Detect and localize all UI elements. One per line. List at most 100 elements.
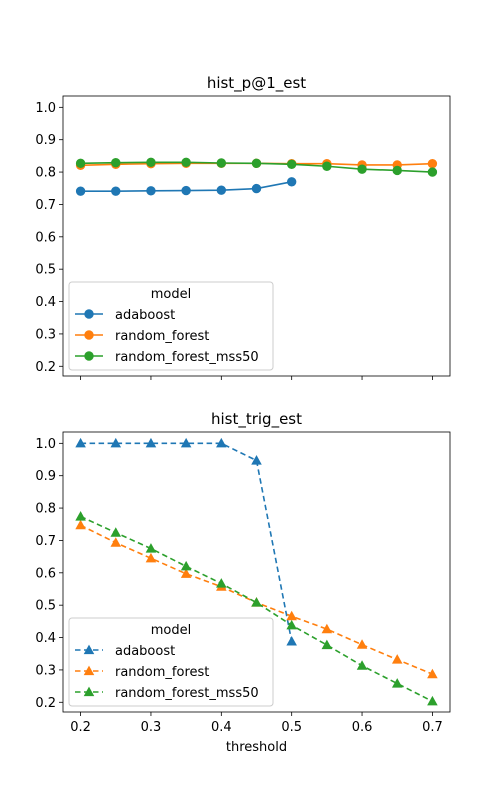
x-tick-label: 0.4	[211, 720, 232, 735]
data-point	[286, 177, 297, 187]
data-point	[111, 157, 121, 168]
data-point	[110, 527, 122, 537]
data-point	[180, 437, 192, 448]
chart-panel-1: hist_p@1_est 0.2 0.3 0.4 0.5 0.6 0.7 0.8 0.9 1.0 m…	[35, 74, 451, 380]
x-tick-label: 0.2	[70, 720, 91, 735]
series-adaboost	[75, 177, 297, 196]
data-point	[391, 654, 403, 664]
y-tick-label: 0.8	[35, 166, 56, 181]
x-tick-label: 0.3	[141, 720, 162, 735]
data-point	[145, 543, 157, 553]
data-point	[75, 519, 86, 530]
data-point	[75, 186, 86, 196]
x-axis-label: threshold	[226, 740, 287, 755]
legend-label: random_forest	[115, 665, 209, 680]
y-tick-label: 0.3	[35, 663, 56, 678]
x-tick-label: 0.7	[422, 720, 443, 735]
data-point	[286, 619, 297, 630]
legend-label: random_forest_mss50	[115, 350, 259, 365]
legend-marker	[84, 330, 94, 340]
data-point	[251, 158, 262, 169]
series-adaboost	[75, 437, 297, 646]
data-point	[251, 455, 262, 465]
data-point	[75, 437, 86, 448]
data-point	[391, 678, 403, 688]
data-point	[181, 157, 191, 168]
legend-marker	[84, 309, 94, 319]
x-tick-label: 0.5	[281, 720, 302, 735]
legend-title: model	[151, 623, 191, 638]
data-point	[251, 183, 262, 194]
plot-frame	[62, 431, 451, 713]
chart-title: hist_p@1_est	[207, 74, 306, 93]
data-point	[216, 437, 227, 448]
legend-label: random_forest_mss50	[115, 686, 259, 701]
data-point	[321, 623, 333, 634]
data-point	[286, 636, 297, 646]
y-tick-label: 0.9	[35, 469, 56, 484]
data-point	[357, 164, 367, 174]
x-tick-label: 0.6	[352, 720, 373, 735]
legend-label: adaboost	[115, 308, 175, 323]
chart-panel-2: hist_trig_est 0.2 0.3 0.4 0.5 0.6 0.7 0.8 0.9 1.0…	[35, 410, 451, 755]
data-point	[356, 639, 368, 649]
data-point	[427, 695, 438, 706]
data-point	[216, 578, 227, 588]
data-point	[110, 437, 122, 448]
data-point	[392, 165, 402, 176]
legend-label: random_forest	[115, 329, 209, 344]
y-tick-label: 0.5	[35, 599, 56, 614]
y-tick-label: 0.5	[35, 263, 56, 278]
chart-title: hist_trig_est	[211, 410, 302, 429]
data-point	[181, 185, 191, 196]
data-point	[216, 185, 227, 195]
y-tick-label: 0.4	[35, 295, 56, 310]
data-point	[146, 186, 156, 196]
data-point	[356, 660, 368, 670]
legend-marker	[84, 351, 94, 361]
y-tick-label: 0.2	[35, 360, 56, 375]
y-tick-label: 0.3	[35, 327, 56, 342]
data-point	[75, 511, 86, 521]
series-random_forest_mss50	[75, 157, 438, 177]
series-line	[80, 515, 433, 703]
data-point	[146, 157, 156, 168]
legend: model adaboost random_forest random_forest_…	[68, 617, 274, 707]
data-point	[180, 568, 192, 578]
series-line	[80, 442, 293, 642]
data-point	[427, 158, 438, 169]
data-point	[286, 159, 297, 170]
y-tick-label: 0.4	[35, 631, 56, 646]
legend-marker	[83, 644, 95, 655]
data-point	[427, 668, 438, 679]
legend-title: model	[151, 287, 191, 302]
y-tick-label: 0.7	[35, 534, 56, 549]
y-tick-label: 1.0	[35, 437, 56, 452]
data-point	[111, 186, 121, 196]
data-point	[251, 597, 262, 607]
series-random_forest_mss50	[75, 511, 438, 706]
data-point	[216, 158, 227, 168]
legend-marker	[83, 686, 95, 697]
y-tick-label: 0.8	[35, 502, 56, 517]
y-tick-label: 1.0	[35, 101, 56, 116]
legend-box	[68, 281, 274, 371]
y-tick-label: 0.2	[35, 696, 56, 711]
data-point	[427, 167, 438, 177]
plot-frame	[62, 95, 451, 377]
data-point	[110, 537, 122, 547]
data-point	[75, 158, 86, 169]
data-point	[180, 560, 192, 571]
data-point	[321, 639, 333, 650]
data-point	[145, 552, 157, 563]
y-tick-label: 0.7	[35, 198, 56, 213]
legend-box	[68, 617, 274, 707]
y-tick-label: 0.6	[35, 230, 56, 245]
legend-label: adaboost	[115, 644, 175, 659]
legend-marker	[83, 665, 95, 676]
data-point	[145, 437, 157, 448]
y-tick-label: 0.9	[35, 133, 56, 148]
y-tick-label: 0.6	[35, 566, 56, 581]
data-point	[322, 161, 332, 171]
